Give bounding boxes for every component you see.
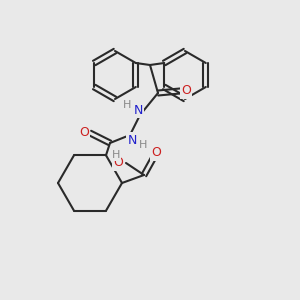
- Text: O: O: [79, 127, 89, 140]
- Text: O: O: [113, 157, 123, 169]
- Text: H: H: [112, 150, 120, 160]
- Text: N: N: [133, 103, 143, 116]
- Text: H: H: [139, 140, 147, 150]
- Text: H: H: [123, 100, 131, 110]
- Text: O: O: [151, 146, 161, 160]
- Text: O: O: [181, 85, 191, 98]
- Text: N: N: [127, 134, 137, 146]
